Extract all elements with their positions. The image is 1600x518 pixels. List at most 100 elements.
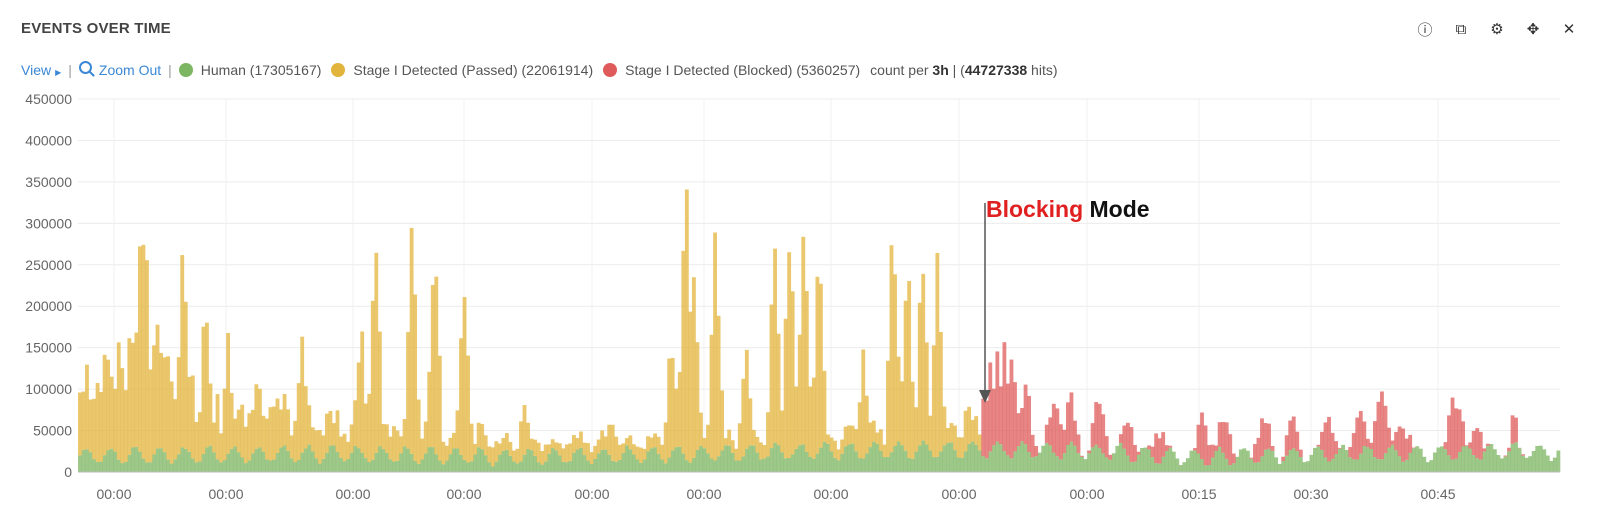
bar-passed [459, 338, 463, 455]
bar-passed [229, 392, 234, 449]
bar-human [78, 455, 82, 472]
x-tick-label: 00:00 [686, 486, 721, 502]
bar-passed [829, 437, 834, 452]
bar-human [1528, 456, 1533, 472]
y-tick-label: 300000 [25, 215, 72, 231]
bar-blocked [1514, 417, 1518, 443]
legend-item-human[interactable]: Human (17305167) [178, 62, 321, 78]
bar-blocked [1443, 442, 1448, 450]
bar-human [914, 451, 919, 472]
bar-human [1334, 454, 1338, 472]
bar-human [946, 443, 950, 472]
legend-item-blocked[interactable]: Stage I Detected (Blocked) (5360257) [603, 62, 860, 78]
zoom-out-button[interactable]: Zoom Out [78, 61, 161, 78]
bar-human [646, 451, 650, 472]
bar-passed [769, 304, 774, 449]
bar-passed [381, 423, 386, 450]
bar-passed [279, 409, 283, 448]
bar-passed [413, 294, 418, 461]
bar-human [1341, 444, 1346, 472]
bar-passed [473, 443, 478, 455]
bar-human [536, 462, 541, 472]
bar-passed [190, 375, 195, 459]
bar-human [1140, 447, 1144, 472]
bar-human [1108, 459, 1113, 472]
separator: | [68, 62, 72, 78]
annotation-arrow [979, 203, 991, 403]
bar-human [1524, 457, 1529, 472]
bar-human [1196, 453, 1201, 472]
bar-blocked [981, 398, 986, 457]
bar-passed [886, 360, 890, 457]
bar-human [1545, 455, 1550, 472]
legend-item-passed[interactable]: Stage I Detected (Passed) (22061914) [331, 62, 593, 78]
bar-blocked [1150, 446, 1155, 458]
bar-passed [582, 442, 587, 456]
bar-blocked [1030, 434, 1035, 458]
bar-blocked [1468, 442, 1473, 449]
bar-human [1517, 448, 1522, 472]
bar-passed [487, 446, 492, 463]
series-passed [78, 189, 982, 467]
move-icon[interactable]: ✥ [1526, 20, 1540, 38]
bar-blocked [1316, 444, 1321, 447]
bar-human [713, 460, 717, 472]
bar-human [674, 447, 679, 472]
bar-human [720, 450, 725, 472]
bar-human [384, 452, 389, 472]
bar-passed [695, 342, 700, 450]
bar-human [1440, 446, 1444, 472]
series-human [78, 440, 1561, 472]
bar-blocked [1157, 438, 1162, 464]
bar-passed [843, 426, 848, 447]
bar-human [1305, 461, 1310, 472]
bar-blocked [1066, 402, 1070, 446]
bar-human [1175, 458, 1180, 472]
bar-blocked [1267, 423, 1271, 449]
bar-passed [102, 354, 107, 456]
bar-passed [444, 445, 449, 461]
bar-human [829, 451, 834, 472]
info-icon[interactable]: ⓘ [1417, 20, 1433, 39]
bar-human [1514, 442, 1518, 472]
bar-blocked [1101, 414, 1106, 454]
y-tick-label: 400000 [25, 132, 72, 148]
bar-human [684, 460, 689, 472]
copy-icon[interactable]: ⧉ [1455, 20, 1467, 38]
bar-human [1291, 448, 1296, 472]
bar-passed [557, 443, 562, 456]
gear-icon[interactable]: ⚙ [1490, 20, 1504, 38]
bar-human [981, 456, 986, 472]
bar-passed [804, 291, 809, 452]
bar-human [649, 448, 654, 472]
bar-passed [321, 435, 326, 459]
bar-human [1055, 456, 1060, 472]
bar-passed [847, 425, 852, 445]
bar-human [317, 463, 322, 472]
bar-human [152, 454, 156, 472]
bar-passed [871, 420, 876, 442]
bar-blocked [1094, 402, 1099, 445]
x-tick-label: 00:00 [208, 486, 243, 502]
bar-human [850, 443, 855, 472]
bar-blocked [1051, 403, 1056, 453]
close-icon[interactable]: ✕ [1562, 20, 1576, 38]
bar-human [1288, 450, 1293, 472]
bar-human [1295, 451, 1300, 472]
bar-human [878, 451, 883, 472]
bar-human [469, 461, 474, 472]
bar-blocked [1009, 359, 1014, 459]
bar-blocked [1404, 438, 1409, 460]
bar-human [716, 456, 721, 472]
bar-passed [526, 422, 530, 449]
view-menu[interactable]: View ▶ [21, 62, 61, 78]
bar-human [236, 452, 241, 472]
bar-passed [420, 438, 425, 460]
y-tick-label: 350000 [25, 174, 72, 190]
bar-human [1309, 454, 1314, 472]
bar-blocked [1507, 447, 1511, 452]
bar-blocked [1348, 447, 1353, 458]
bar-human [1030, 457, 1035, 472]
bar-passed [709, 334, 714, 459]
annotation-word-blocking: Blocking [986, 196, 1084, 222]
